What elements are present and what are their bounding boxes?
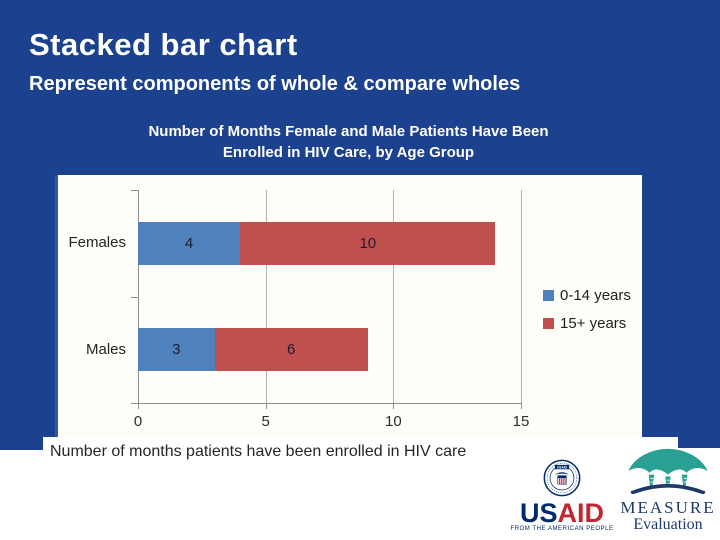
- chart-title: Number of Months Female and Male Patient…: [55, 121, 642, 163]
- x-axis-tick: [138, 403, 139, 409]
- legend-label: 0-14 years: [560, 287, 631, 304]
- bar-segment: 4: [138, 221, 241, 265]
- usaid-seal-icon: USAID: [543, 459, 581, 497]
- y-axis-tick: [131, 190, 138, 191]
- category-label: Females: [68, 234, 126, 252]
- x-axis-tick: [521, 403, 522, 409]
- x-gridline: [265, 190, 267, 403]
- bar-value-label: 4: [184, 234, 194, 252]
- background-step-right: [678, 437, 720, 448]
- measure-wordmark-line2: Evaluation: [633, 516, 703, 533]
- bar-value-label: 10: [359, 234, 377, 252]
- bar-segment: 3: [138, 328, 215, 372]
- usaid-wordmark: USAID: [519, 498, 604, 528]
- bar-segment: 6: [214, 328, 368, 372]
- legend-entry: 0-14 years: [543, 287, 631, 304]
- measure-evaluation-logo: MEASURE Evaluation: [616, 448, 720, 534]
- y-axis-tick: [131, 403, 138, 404]
- x-axis-title: Number of months patients have been enro…: [50, 443, 467, 460]
- chart-area: 0 5 10 15 Females 4 10 Males 3 6 0-14 years 15+ yea…: [55, 175, 642, 437]
- legend-label: 15+ years: [560, 315, 627, 332]
- x-tick-label: 15: [512, 413, 530, 430]
- svg-text:USAID: USAID: [557, 465, 568, 469]
- x-gridline: [393, 190, 395, 403]
- legend-entry: 15+ years: [543, 315, 631, 332]
- chart-title-line2: Enrolled in HIV Care, by Age Group: [222, 144, 475, 161]
- x-axis-tick: [265, 403, 267, 409]
- background-step-left: [0, 437, 43, 450]
- bar-segment: 10: [240, 221, 496, 265]
- x-axis-tick: [393, 403, 395, 409]
- measure-tree-icon: [628, 448, 708, 495]
- page-subtitle: Represent components of whole & compare …: [29, 73, 521, 95]
- chart-legend: 0-14 years 15+ years: [543, 287, 631, 343]
- y-axis-line: [138, 190, 139, 404]
- x-tick-label: 5: [261, 413, 270, 430]
- chart-title-line1: Number of Months Female and Male Patient…: [148, 123, 549, 140]
- x-tick-label: 10: [384, 413, 402, 430]
- page-title: Stacked bar chart: [29, 27, 298, 62]
- y-axis-tick: [131, 296, 138, 298]
- x-tick-label: 0: [133, 413, 143, 430]
- bar-value-label: 6: [287, 341, 296, 359]
- usaid-tagline: FROM THE AMERICAN PEOPLE: [510, 526, 614, 532]
- bar-value-label: 3: [172, 341, 181, 359]
- x-axis-line: [138, 403, 521, 404]
- measure-wordmark: MEASURE: [620, 498, 716, 517]
- legend-swatch-icon: [543, 318, 554, 329]
- x-gridline: [521, 190, 522, 403]
- usaid-logo: USAID USAID FROM THE AMERICAN PEOPLE: [510, 459, 614, 532]
- category-label: Males: [85, 340, 126, 358]
- legend-swatch-icon: [543, 290, 554, 301]
